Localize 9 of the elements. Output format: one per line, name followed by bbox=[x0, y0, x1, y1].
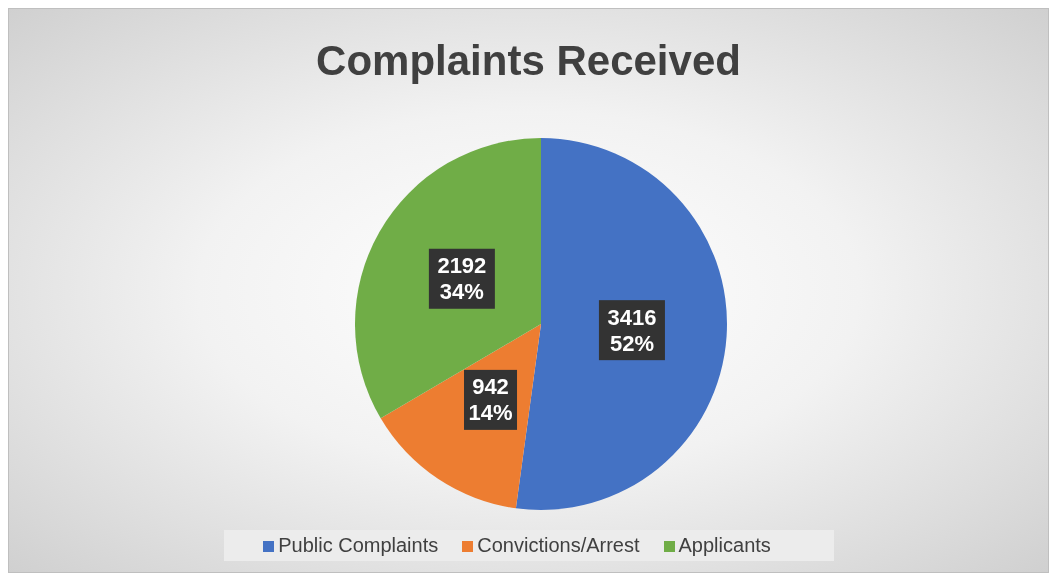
data-label: 942 14% bbox=[468, 374, 513, 426]
pie-slice bbox=[515, 138, 727, 510]
chart-title: Complaints Received bbox=[315, 37, 742, 85]
data-label: 3416 52% bbox=[607, 304, 657, 356]
legend-label: Applicants bbox=[678, 534, 771, 556]
pie-slice bbox=[355, 138, 541, 419]
legend-label: Public Complaints bbox=[278, 534, 439, 556]
data-label: 2192 34% bbox=[437, 253, 487, 305]
legend-label: Convictions/Arrest bbox=[477, 534, 640, 556]
